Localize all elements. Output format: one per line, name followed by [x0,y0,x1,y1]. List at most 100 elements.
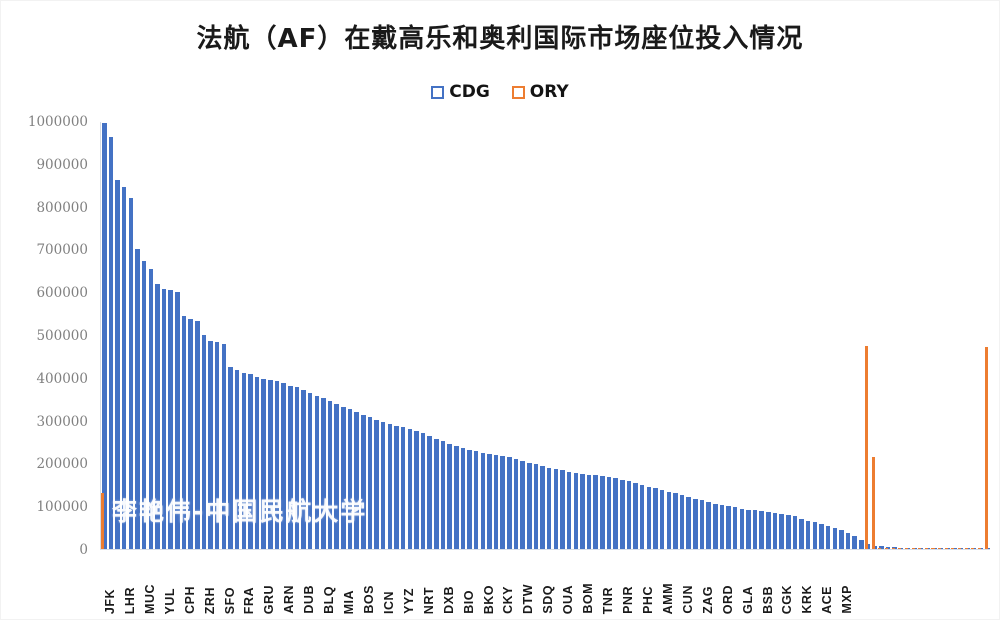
bar-cdg[interactable] [321,398,326,549]
bar-slot[interactable] [712,122,719,549]
bar-cdg[interactable] [102,123,107,549]
bar-slot[interactable] [234,122,241,549]
bar-cdg[interactable] [294,387,300,549]
bar-cdg[interactable] [819,524,824,549]
bar-slot[interactable] [420,122,427,549]
bar-slot[interactable] [752,122,759,549]
bar-cdg[interactable] [115,180,120,549]
bar-slot[interactable] [154,122,161,549]
bar-slot[interactable] [187,122,194,549]
bar-ory[interactable] [904,547,908,549]
bar-slot[interactable] [911,122,918,549]
bar-cdg[interactable] [161,288,167,549]
bar-cdg[interactable] [128,198,134,549]
bar-slot[interactable] [161,122,168,549]
bar-cdg[interactable] [859,540,864,549]
bar-slot[interactable] [904,122,912,549]
bar-slot[interactable] [958,122,965,549]
bar-cdg[interactable] [387,424,393,549]
bar-cdg[interactable] [341,406,346,549]
bar-cdg[interactable] [586,474,592,549]
bar-cdg[interactable] [201,335,207,549]
bar-ory[interactable] [931,547,935,549]
bar-ory[interactable] [971,547,975,549]
bar-slot[interactable] [612,122,619,549]
bar-cdg[interactable] [772,513,778,549]
bar-slot[interactable] [851,122,858,549]
bar-cdg[interactable] [626,481,632,549]
bar-cdg[interactable] [659,489,665,549]
bar-slot[interactable] [274,122,281,549]
bar-cdg[interactable] [573,472,579,549]
bar-ory[interactable] [951,547,955,549]
bar-cdg[interactable] [712,503,718,549]
bar-slot[interactable] [619,122,626,549]
bar-slot[interactable] [387,122,394,549]
bar-cdg[interactable] [566,471,572,549]
bar-cdg[interactable] [792,516,798,549]
bar-slot[interactable] [294,122,301,549]
bar-slot[interactable] [108,122,115,549]
bar-slot[interactable] [300,122,307,549]
bar-cdg[interactable] [361,414,366,549]
bar-slot[interactable] [592,122,599,549]
bar-slot[interactable] [679,122,686,549]
bar-slot[interactable] [546,122,553,549]
bar-cdg[interactable] [314,395,320,549]
bar-ory[interactable] [891,547,895,549]
bar-cdg[interactable] [580,473,585,549]
bar-cdg[interactable] [287,385,293,549]
bar-cdg[interactable] [473,451,479,549]
bar-slot[interactable] [586,122,593,549]
bar-slot[interactable] [646,122,653,549]
bar-slot[interactable] [426,122,433,549]
bar-slot[interactable] [825,122,832,549]
bar-slot[interactable] [513,122,520,549]
bar-cdg[interactable] [208,340,213,549]
bar-slot[interactable] [333,122,340,549]
bar-cdg[interactable] [839,530,844,549]
bar-slot[interactable] [499,122,506,549]
bar-slot[interactable] [373,122,380,549]
bar-slot[interactable] [134,122,141,549]
bar-cdg[interactable] [527,462,532,549]
bar-slot[interactable] [977,122,985,549]
bar-cdg[interactable] [639,484,645,549]
bar-slot[interactable] [805,122,812,549]
bar-cdg[interactable] [533,464,539,549]
bar-cdg[interactable] [347,409,353,549]
bar-slot[interactable] [460,122,467,549]
bar-cdg[interactable] [460,448,466,549]
bar-slot[interactable] [493,122,500,549]
bar-slot[interactable] [440,122,447,549]
bar-cdg[interactable] [467,449,472,549]
bar-slot[interactable] [924,122,931,549]
bar-slot[interactable] [486,122,493,549]
bar-ory[interactable] [938,547,942,549]
bar-cdg[interactable] [799,519,804,549]
bar-slot[interactable] [572,122,579,549]
bar-slot[interactable] [201,122,208,549]
bar-slot[interactable] [114,122,121,549]
bar-cdg[interactable] [327,401,333,549]
bar-slot[interactable] [858,122,865,549]
bar-slot[interactable] [871,122,878,549]
bar-slot[interactable] [380,122,387,549]
bar-slot[interactable] [938,122,945,549]
bar-cdg[interactable] [752,510,758,549]
bar-slot[interactable] [579,122,586,549]
bar-slot[interactable] [785,122,792,549]
bar-cdg[interactable] [175,292,180,549]
bar-slot[interactable] [559,122,566,549]
bar-ory[interactable] [958,547,962,549]
bar-cdg[interactable] [726,506,731,549]
bar-slot[interactable] [845,122,852,549]
bar-cdg[interactable] [666,491,672,549]
bar-cdg[interactable] [407,429,413,549]
bar-slot[interactable] [406,122,413,549]
bar-cdg[interactable] [805,520,811,549]
bar-cdg[interactable] [268,379,273,549]
legend-item-ory[interactable]: ORY [511,82,569,102]
bar-cdg[interactable] [480,452,486,549]
bar-slot[interactable] [181,122,188,549]
